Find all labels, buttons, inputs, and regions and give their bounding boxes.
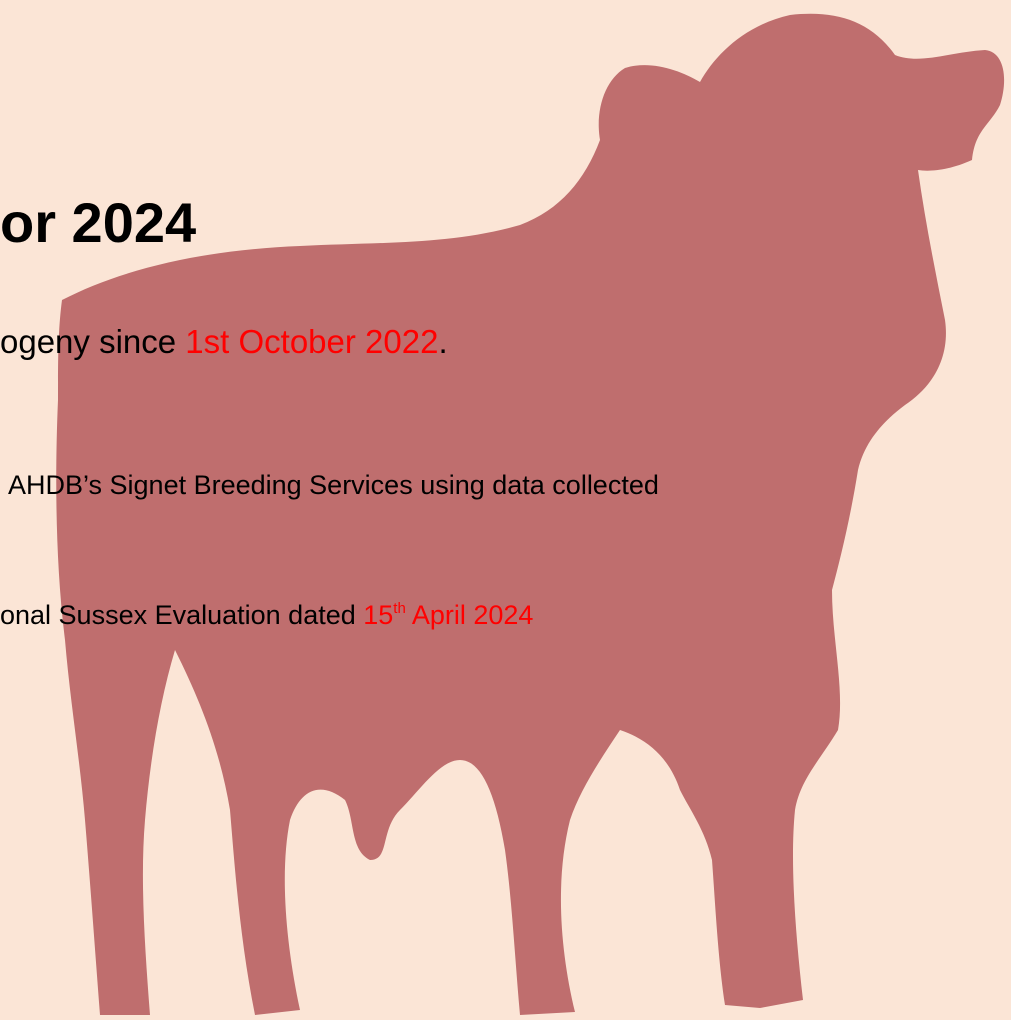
- text: AHDB’s Signet Breeding Services using da…: [8, 470, 659, 500]
- intro-line: ogeny since 1st October 2022.: [0, 323, 448, 361]
- text: onal Sussex Evaluation dated: [0, 600, 363, 630]
- evaluation-line: onal Sussex Evaluation dated 15th April …: [0, 600, 533, 631]
- ordinal: th: [393, 600, 406, 617]
- cow-silhouette: [0, 0, 1011, 1020]
- date: 15th April 2024: [363, 600, 533, 630]
- text: ogeny since: [0, 323, 185, 360]
- date: 1st October 2022: [185, 323, 438, 360]
- day: 15: [363, 600, 393, 630]
- text: .: [438, 323, 447, 360]
- source-line: AHDB’s Signet Breeding Services using da…: [8, 470, 659, 501]
- month-year: April 2024: [406, 600, 534, 630]
- page: or 2024 ogeny since 1st October 2022. AH…: [0, 0, 1011, 1020]
- title: or 2024: [0, 190, 196, 255]
